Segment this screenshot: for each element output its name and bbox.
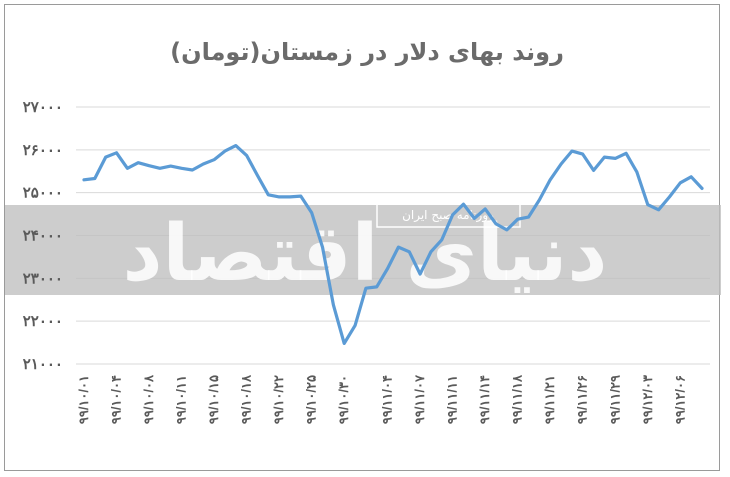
watermark-band: [5, 205, 721, 295]
line-chart: دنیای اقتصاد روزنامه صبح ایران روند بهای…: [5, 38, 721, 424]
watermark-caption: روزنامه صبح ایران: [402, 208, 494, 223]
x-tick-label: ۹۹/۱۰/۲۵: [304, 375, 319, 424]
chart-title: روند بهای دلار در زمستان(تومان): [170, 38, 564, 66]
x-tick-label: ۹۹/۱۱/۱۸: [510, 374, 525, 424]
x-tick-label: ۹۹/۱۰/۳۰: [336, 375, 351, 424]
watermark-brand: دنیای اقتصاد: [123, 209, 608, 299]
y-tick-label: ۲۱۰۰۰: [23, 356, 63, 373]
chart-frame: دنیای اقتصاد روزنامه صبح ایران روند بهای…: [4, 4, 721, 471]
x-tick-label: ۹۹/۱۰/۱۵: [206, 375, 221, 424]
x-tick-label: ۹۹/۱۲/۰۳: [640, 375, 655, 424]
x-axis-ticks: ۹۹/۱۰/۰۱ ۹۹/۱۰/۰۴ ۹۹/۱۰/۰۸ ۹۹/۱۰/۱۱ ۹۹/۱۰/۱۵…: [76, 374, 687, 424]
x-tick-label: ۹۹/۱۰/۲۲: [271, 375, 286, 424]
x-tick-label: ۹۹/۱۰/۰۸: [141, 374, 156, 424]
series-line: [82, 144, 704, 345]
y-tick-label: ۲۴۰۰۰: [23, 228, 63, 245]
x-tick-label: ۹۹/۱۲/۰۶: [672, 375, 687, 424]
y-tick-label: ۲۷۰۰۰: [23, 99, 63, 116]
x-tick-label: ۹۹/۱۰/۱۸: [239, 374, 254, 424]
x-tick-label: ۹۹/۱۱/۱۱: [445, 375, 460, 424]
y-tick-label: ۲۵۰۰۰: [23, 185, 63, 202]
y-tick-label: ۲۲۰۰۰: [23, 313, 63, 330]
x-tick-label: ۹۹/۱۱/۱۴: [477, 375, 492, 424]
y-tick-label: ۲۶۰۰۰: [23, 142, 63, 159]
x-tick-label: ۹۹/۱۱/۰۴: [380, 375, 395, 424]
y-axis-ticks: ۲۱۰۰۰ ۲۲۰۰۰ ۲۳۰۰۰ ۲۴۰۰۰ ۲۵۰۰۰ ۲۶۰۰۰ ۲۷۰۰۰: [23, 99, 63, 373]
x-tick-label: ۹۹/۱۱/۲۶: [575, 375, 590, 424]
x-tick-label: ۹۹/۱۰/۱۱: [174, 375, 189, 424]
x-tick-label: ۹۹/۱۰/۰۴: [109, 375, 124, 424]
x-tick-label: ۹۹/۱۱/۲۱: [542, 375, 557, 424]
x-tick-label: ۹۹/۱۱/۲۹: [607, 375, 622, 424]
y-tick-label: ۲۳۰۰۰: [23, 270, 63, 287]
x-tick-label: ۹۹/۱۱/۰۷: [412, 374, 427, 424]
series-points: [83, 145, 703, 344]
watermark: دنیای اقتصاد روزنامه صبح ایران: [5, 200, 721, 299]
x-tick-label: ۹۹/۱۰/۰۱: [76, 375, 91, 424]
